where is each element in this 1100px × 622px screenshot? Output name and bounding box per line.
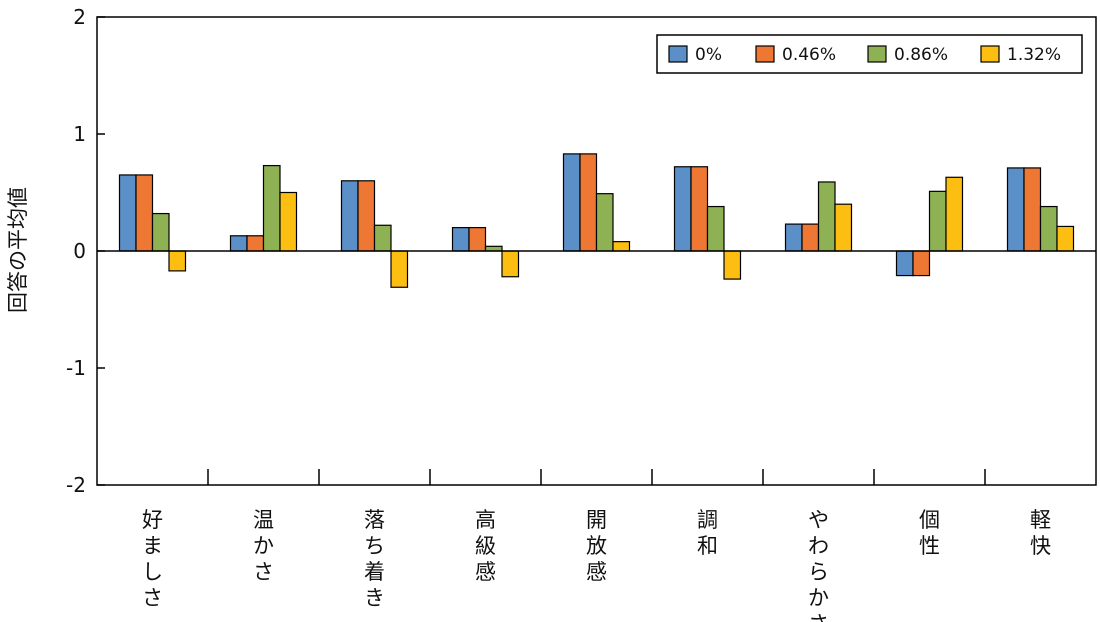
x-category-label: やわらかさ <box>808 508 829 622</box>
bar-3-series-1 <box>340 180 359 252</box>
plot-area-frame <box>96 16 1097 486</box>
bar-6-series-3 <box>706 205 725 252</box>
legend: 0% 0.46% 0.86% 1.32% <box>656 34 1083 74</box>
x-category-label: 高級感 <box>475 508 496 584</box>
x-category-label: 好ましさ <box>142 508 163 610</box>
bar-1-series-4 <box>168 250 187 272</box>
bar-8-series-1 <box>895 250 914 277</box>
bar-3-series-2 <box>357 180 376 252</box>
bar-2-series-2 <box>246 235 265 252</box>
bar-3-series-4 <box>390 250 409 288</box>
bar-9-series-4 <box>1056 225 1075 252</box>
legend-swatch <box>980 45 1000 63</box>
y-tick-label: 2 <box>73 5 86 29</box>
x-category-label: 個性 <box>919 508 940 558</box>
bar-2-series-4 <box>279 191 298 252</box>
bar-9-series-1 <box>1006 167 1025 252</box>
bar-5-series-3 <box>595 193 614 252</box>
x-category-label: 落ち着き <box>364 508 385 610</box>
legend-swatch <box>867 45 887 63</box>
bar-1-series-3 <box>151 212 170 252</box>
legend-swatch <box>668 45 688 63</box>
bar-4-series-4 <box>501 250 520 278</box>
bar-2-series-1 <box>229 235 248 252</box>
bar-9-series-2 <box>1023 167 1042 252</box>
bar-8-series-4 <box>945 176 964 252</box>
x-category-label: 開放感 <box>586 508 607 584</box>
y-tick-label: 0 <box>73 239 86 263</box>
x-axis-category-ticks <box>207 469 986 485</box>
bar-4-series-1 <box>451 227 470 252</box>
x-category-label: 温かさ <box>253 508 274 584</box>
legend-label: 0% <box>695 45 722 65</box>
bar-5-series-2 <box>579 153 598 252</box>
bar-6-series-2 <box>690 166 709 252</box>
legend-label: 0.46% <box>782 45 836 65</box>
bar-5-series-1 <box>562 153 581 252</box>
x-category-label: 軽快 <box>1030 508 1051 558</box>
bar-2-series-3 <box>262 164 281 252</box>
legend-label: 0.86% <box>894 45 948 65</box>
legend-label: 1.32% <box>1007 45 1061 65</box>
bar-7-series-4 <box>834 203 853 252</box>
y-tick-label: 1 <box>73 122 86 146</box>
x-axis-category-labels: 好ましさ 温かさ 落ち着き 高級感 開放感 調和 やわらかさ 個性 軽快 <box>142 508 1051 622</box>
bar-4-series-2 <box>468 227 487 252</box>
bars <box>118 153 1075 288</box>
bar-7-series-1 <box>784 223 803 252</box>
bar-5-series-4 <box>612 241 631 252</box>
bar-1-series-1 <box>118 174 137 252</box>
y-tick-label: -2 <box>66 473 86 497</box>
bar-6-series-1 <box>673 166 692 252</box>
bar-7-series-3 <box>817 181 836 252</box>
bar-1-series-2 <box>135 174 154 252</box>
bar-9-series-3 <box>1039 205 1058 252</box>
bar-6-series-4 <box>723 250 742 280</box>
bar-8-series-3 <box>928 190 947 252</box>
bar-3-series-3 <box>373 224 392 252</box>
bar-8-series-2 <box>912 250 931 277</box>
x-category-label: 調和 <box>697 508 718 558</box>
legend-swatch <box>755 45 775 63</box>
y-axis-label: 回答の平均値 <box>6 187 30 313</box>
bar-7-series-2 <box>801 223 820 252</box>
y-tick-label: -1 <box>66 356 86 380</box>
